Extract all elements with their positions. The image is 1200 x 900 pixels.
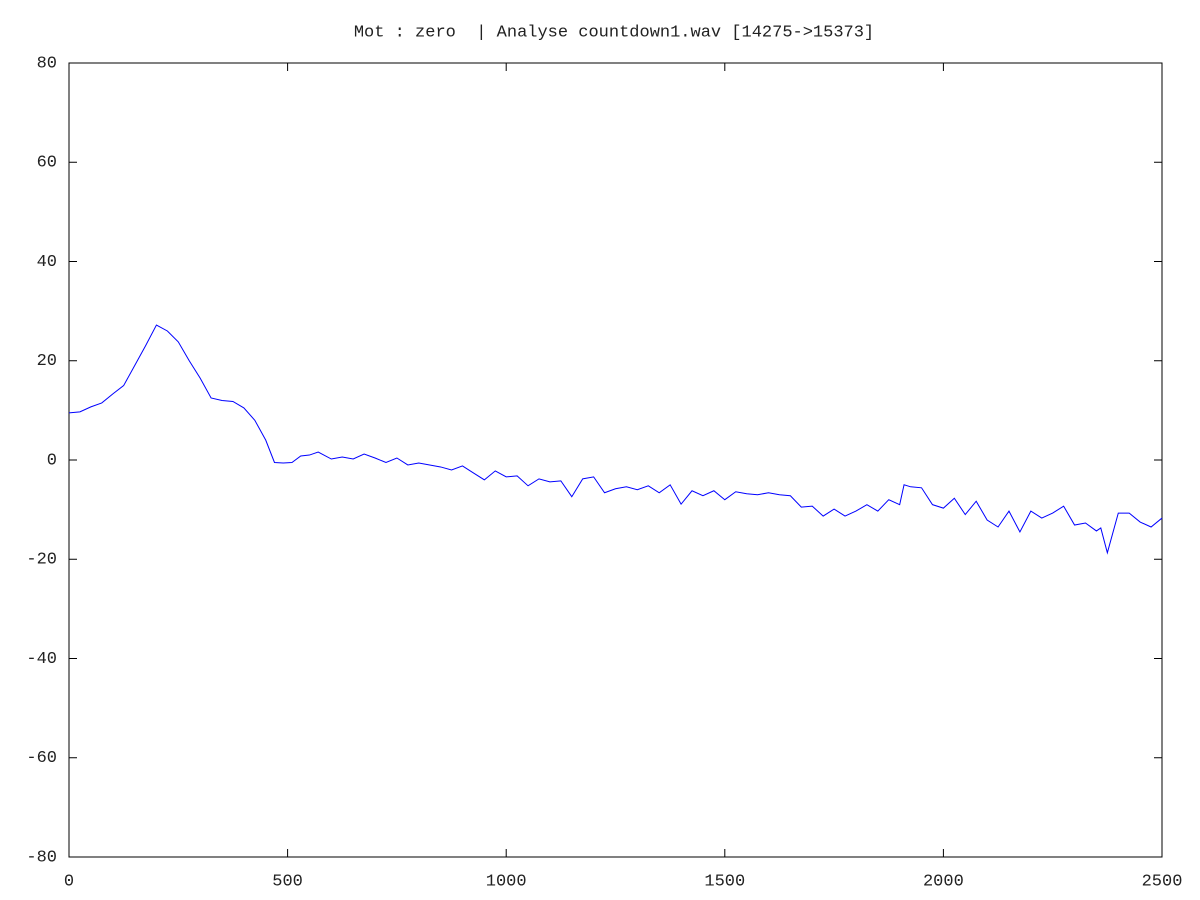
y-tick-label: 20 [37, 352, 57, 371]
chart-title: Mot : zero | Analyse countdown1.wav [142… [354, 23, 874, 42]
x-tick-label: 2500 [1142, 872, 1183, 891]
x-tick-label: 0 [64, 872, 74, 891]
y-tick-label: 60 [37, 154, 57, 173]
x-tick-label: 2000 [923, 872, 964, 891]
y-tick-label: -60 [26, 749, 57, 768]
y-tick-label: -20 [26, 551, 57, 570]
y-tick-label: 0 [47, 451, 57, 470]
x-tick-label: 500 [272, 872, 303, 891]
x-tick-label: 1500 [704, 872, 745, 891]
plot-frame [68, 62, 1163, 858]
y-tick-label: -80 [26, 848, 57, 867]
y-tick-label: 80 [37, 54, 57, 73]
y-tick-label: -40 [26, 650, 57, 669]
data-line [68, 324, 1163, 555]
x-tick-label: 1000 [486, 872, 527, 891]
y-tick-label: 40 [37, 253, 57, 272]
